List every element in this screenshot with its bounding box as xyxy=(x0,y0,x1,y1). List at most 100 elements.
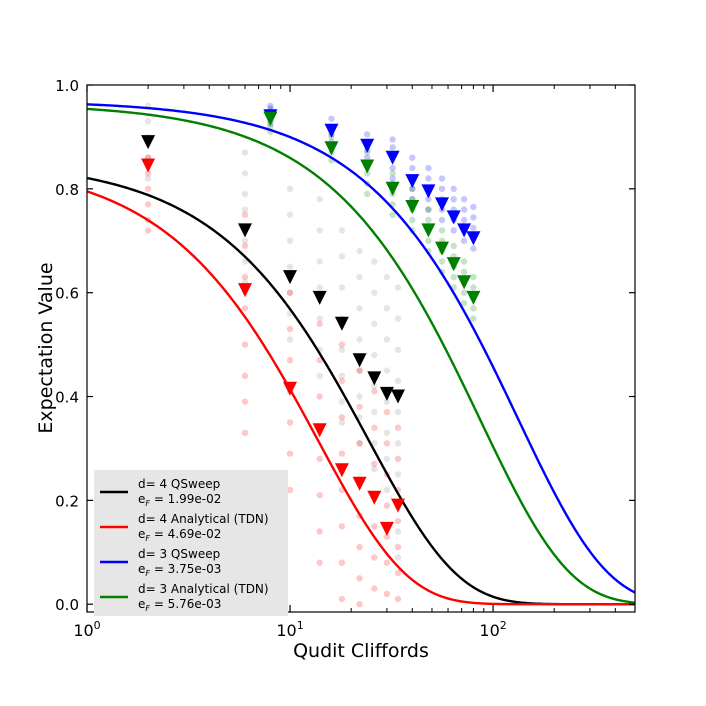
sample-point xyxy=(425,216,432,224)
sample-point xyxy=(383,273,391,281)
mean-marker xyxy=(141,135,156,150)
sample-point xyxy=(425,164,432,172)
sample-point xyxy=(460,258,468,265)
sample-point xyxy=(338,419,346,426)
mean-marker xyxy=(421,184,436,199)
sample-point xyxy=(356,575,363,582)
y-axis-label: Expectation Value xyxy=(35,262,57,433)
mean-marker xyxy=(324,123,339,138)
sample-point xyxy=(316,315,323,322)
sample-point xyxy=(241,206,249,213)
sample-point xyxy=(394,517,402,525)
sample-point xyxy=(316,357,323,364)
sample-point xyxy=(144,175,152,182)
sample-point xyxy=(316,492,323,499)
sample-point xyxy=(338,450,346,457)
sample-point xyxy=(241,341,249,348)
sample-point xyxy=(241,372,249,379)
mean-marker xyxy=(435,197,449,212)
sample-point xyxy=(286,237,294,244)
mean-marker xyxy=(283,381,297,396)
sample-point xyxy=(144,201,152,208)
sample-point xyxy=(364,131,371,138)
sample-point xyxy=(286,211,294,218)
sample-point xyxy=(470,214,477,221)
sample-point xyxy=(438,216,446,224)
mean-marker xyxy=(360,138,375,153)
sample-point xyxy=(383,398,391,405)
sample-point xyxy=(371,382,378,390)
sample-point xyxy=(409,164,416,172)
sample-point xyxy=(394,595,402,603)
sample-point xyxy=(470,284,477,291)
legend-label: d= 4 Analytical (TDN) xyxy=(138,512,269,526)
sample-point xyxy=(425,237,432,244)
sample-point xyxy=(383,429,391,437)
sample-point xyxy=(383,367,391,374)
sample-point xyxy=(356,543,363,551)
mean-marker xyxy=(367,371,382,386)
sample-point xyxy=(338,346,346,353)
sample-point xyxy=(316,528,323,535)
sample-point xyxy=(371,466,378,473)
sample-point xyxy=(241,398,249,405)
y-tick-label: 1.0 xyxy=(55,77,79,95)
fit-curve xyxy=(87,103,635,594)
sample-point xyxy=(144,227,152,234)
sample-point xyxy=(371,388,378,395)
mean-marker xyxy=(379,521,394,536)
sample-point xyxy=(338,414,346,421)
sample-point xyxy=(394,455,402,462)
sample-point xyxy=(383,336,391,343)
sample-point xyxy=(286,419,294,426)
sample-point xyxy=(338,227,346,234)
sample-point xyxy=(144,118,152,125)
sample-point xyxy=(371,408,378,416)
mean-marker xyxy=(379,386,394,401)
sample-point xyxy=(470,315,477,322)
mean-marker xyxy=(312,423,327,438)
sample-point xyxy=(241,273,249,281)
sample-point xyxy=(394,315,402,322)
sample-point xyxy=(144,185,152,192)
sample-point xyxy=(389,136,396,143)
sample-point xyxy=(316,320,323,327)
sample-point xyxy=(383,502,391,509)
sample-point xyxy=(438,185,446,192)
fit-curve xyxy=(87,190,635,606)
sample-point xyxy=(338,284,346,291)
sample-point xyxy=(356,440,363,447)
y-tick-label: 0.4 xyxy=(55,389,79,407)
legend-label: d= 4 QSweep xyxy=(138,477,220,491)
sample-point xyxy=(383,408,391,416)
sample-point xyxy=(470,305,477,312)
mean-marker xyxy=(238,223,252,238)
mean-marker xyxy=(263,111,278,126)
sample-point xyxy=(450,185,457,192)
sample-point xyxy=(389,144,396,151)
sample-point xyxy=(144,170,152,177)
sample-point xyxy=(338,595,346,603)
sample-point xyxy=(241,237,249,244)
y-tick-label: 0.0 xyxy=(55,596,79,614)
sample-point xyxy=(460,237,468,244)
x-axis-label: Qudit Cliffords xyxy=(293,640,429,662)
sample-point xyxy=(450,273,457,281)
sample-point xyxy=(383,559,391,566)
mean-marker xyxy=(324,141,339,156)
sample-point xyxy=(425,196,432,203)
sample-point xyxy=(394,543,402,551)
sample-point xyxy=(383,440,391,447)
sample-point xyxy=(241,429,249,437)
mean-marker xyxy=(334,316,349,331)
mean-marker xyxy=(446,257,461,272)
sample-point xyxy=(371,351,378,359)
sample-point xyxy=(371,523,378,530)
sample-point xyxy=(389,170,396,177)
sample-point xyxy=(356,273,363,281)
sample-point xyxy=(438,227,446,234)
sample-point xyxy=(316,284,323,291)
sample-point xyxy=(450,196,457,203)
